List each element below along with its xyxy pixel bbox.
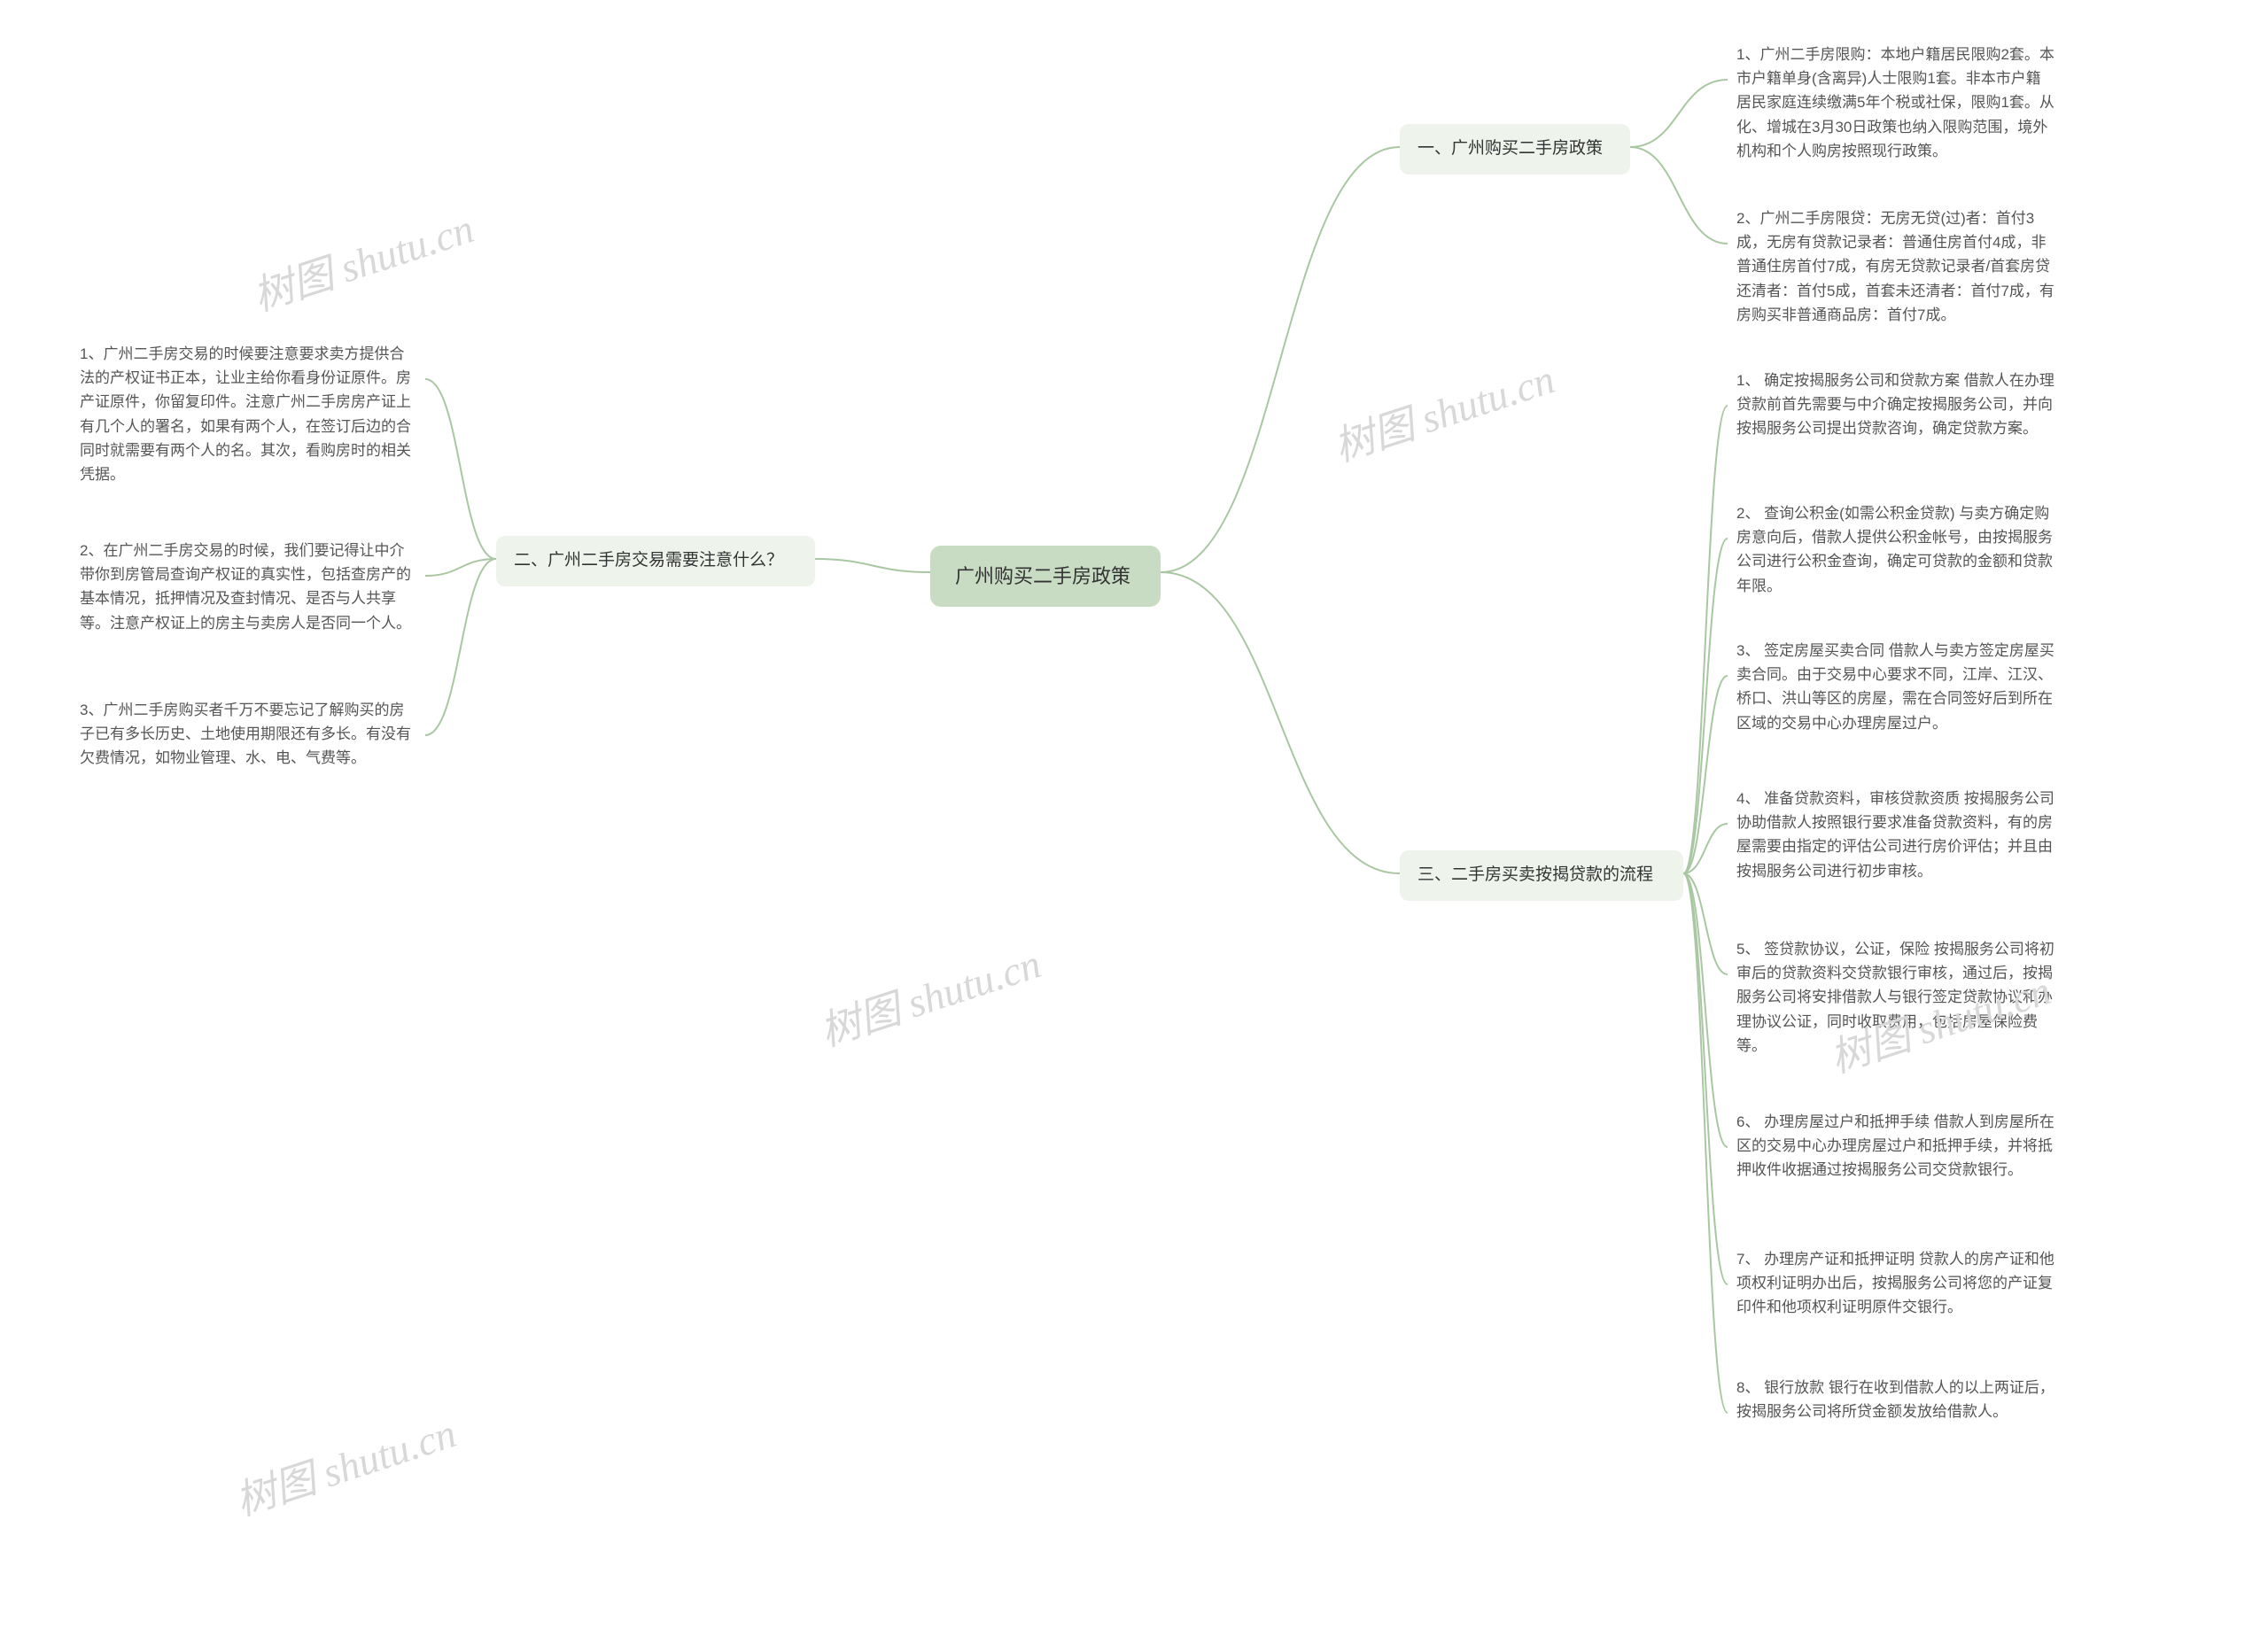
leaf-text: 2、广州二手房限贷：无房无贷(过)者：首付3成，无房有贷款记录者：普通住房首付4…: [1736, 210, 2054, 323]
leaf-node: 2、在广州二手房交易的时候，我们要记得让中介带你到房管局查询产权证的真实性，包括…: [71, 531, 425, 642]
leaf-node: 3、广州二手房购买者千万不要忘记了解购买的房子已有多长历史、土地使用期限还有多长…: [71, 691, 425, 778]
leaf-text: 2、在广州二手房交易的时候，我们要记得让中介带你到房管局查询产权证的真实性，包括…: [80, 542, 411, 632]
leaf-node: 1、广州二手房限购：本地户籍居民限购2套。本市户籍单身(含离异)人士限购1套。非…: [1728, 35, 2064, 170]
branch-label: 二、广州二手房交易需要注意什么？: [514, 551, 783, 570]
watermark: 树图 shutu.cn: [812, 932, 1047, 1059]
branch-node: 二、广州二手房交易需要注意什么？: [496, 536, 815, 586]
branch-label: 三、二手房买卖按揭贷款的流程: [1418, 865, 1653, 884]
leaf-text: 2、 查询公积金(如需公积金贷款) 与卖方确定购房意向后，借款人提供公积金帐号，…: [1736, 505, 2053, 594]
watermark: 树图 shutu.cn: [1325, 347, 1561, 474]
leaf-text: 1、广州二手房限购：本地户籍居民限购2套。本市户籍单身(含离异)人士限购1套。非…: [1736, 46, 2054, 159]
leaf-node: 3、 签定房屋买卖合同 借款人与卖方签定房屋买卖合同。由于交易中心要求不同，江岸…: [1728, 632, 2064, 742]
leaf-text: 1、广州二手房交易的时候要注意要求卖方提供合法的产权证书正本，让业主给你看身份证…: [80, 345, 411, 483]
watermark: 树图 shutu.cn: [227, 1401, 462, 1528]
leaf-node: 1、广州二手房交易的时候要注意要求卖方提供合法的产权证书正本，让业主给你看身份证…: [71, 335, 425, 493]
leaf-text: 4、 准备贷款资料，审核贷款资质 按揭服务公司协助借款人按照银行要求准备贷款资料…: [1736, 790, 2054, 880]
leaf-text: 5、 签贷款协议，公证，保险 按揭服务公司将初审后的贷款资料交贷款银行审核，通过…: [1736, 941, 2054, 1054]
leaf-text: 3、广州二手房购买者千万不要忘记了解购买的房子已有多长历史、土地使用期限还有多长…: [80, 702, 411, 766]
leaf-node: 4、 准备贷款资料，审核贷款资质 按揭服务公司协助借款人按照银行要求准备贷款资料…: [1728, 779, 2064, 890]
leaf-node: 7、 办理房产证和抵押证明 贷款人的房产证和他项权利证明办出后，按揭服务公司将您…: [1728, 1240, 2064, 1327]
leaf-text: 8、 银行放款 银行在收到借款人的以上两证后，按揭服务公司将所贷金额发放给借款人…: [1736, 1379, 2054, 1420]
leaf-node: 5、 签贷款协议，公证，保险 按揭服务公司将初审后的贷款资料交贷款银行审核，通过…: [1728, 930, 2064, 1065]
watermark: 树图 shutu.cn: [245, 197, 480, 323]
leaf-text: 6、 办理房屋过户和抵押手续 借款人到房屋所在区的交易中心办理房屋过户和抵押手续…: [1736, 1113, 2054, 1178]
root-label: 广州购买二手房政策: [955, 565, 1130, 587]
leaf-node: 8、 银行放款 银行在收到借款人的以上两证后，按揭服务公司将所贷金额发放给借款人…: [1728, 1369, 2064, 1431]
leaf-node: 2、 查询公积金(如需公积金贷款) 与卖方确定购房意向后，借款人提供公积金帐号，…: [1728, 494, 2064, 605]
leaf-node: 6、 办理房屋过户和抵押手续 借款人到房屋所在区的交易中心办理房屋过户和抵押手续…: [1728, 1103, 2064, 1190]
branch-node: 一、广州购买二手房政策: [1400, 124, 1630, 174]
leaf-text: 1、 确定按揭服务公司和贷款方案 借款人在办理贷款前首先需要与中介确定按揭服务公…: [1736, 372, 2054, 437]
leaf-text: 7、 办理房产证和抵押证明 贷款人的房产证和他项权利证明办出后，按揭服务公司将您…: [1736, 1251, 2054, 1315]
branch-label: 一、广州购买二手房政策: [1418, 139, 1603, 158]
leaf-text: 3、 签定房屋买卖合同 借款人与卖方签定房屋买卖合同。由于交易中心要求不同，江岸…: [1736, 642, 2054, 732]
branch-node: 三、二手房买卖按揭贷款的流程: [1400, 850, 1683, 901]
leaf-node: 2、广州二手房限贷：无房无贷(过)者：首付3成，无房有贷款记录者：普通住房首付4…: [1728, 199, 2064, 334]
mindmap-root: 广州购买二手房政策: [930, 546, 1161, 607]
leaf-node: 1、 确定按揭服务公司和贷款方案 借款人在办理贷款前首先需要与中介确定按揭服务公…: [1728, 361, 2064, 448]
